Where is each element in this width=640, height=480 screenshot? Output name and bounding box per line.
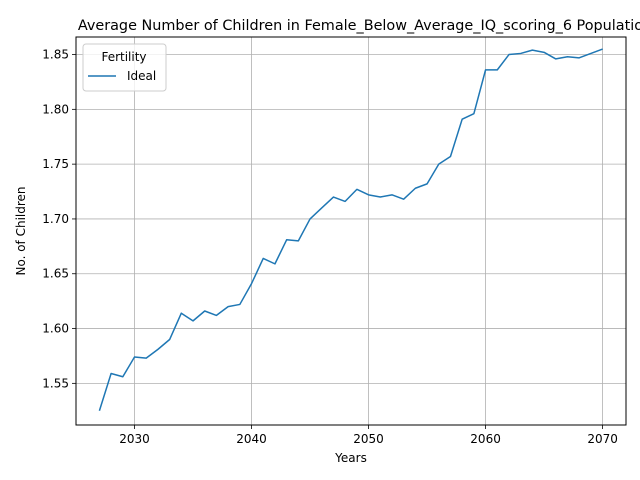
chart-title: Average Number of Children in Female_Bel… (78, 18, 640, 34)
x-tick-label: 2060 (470, 432, 501, 446)
x-axis-label: Years (334, 451, 367, 465)
series-line-ideal (98, 48, 603, 411)
y-tick-label: 1.70 (42, 212, 69, 226)
y-tick-label: 1.85 (42, 48, 69, 62)
y-axis-label: No. of Children (14, 186, 28, 275)
y-tick-label: 1.55 (42, 376, 69, 390)
legend-title: Fertility (101, 50, 146, 64)
series-layer (98, 48, 603, 411)
x-tick-label: 2040 (236, 432, 267, 446)
y-tick-label: 1.60 (42, 322, 69, 336)
x-tick-label: 2050 (353, 432, 384, 446)
legend-label-ideal: Ideal (127, 69, 156, 83)
y-tick-label: 1.80 (42, 102, 69, 116)
x-tick-label: 2030 (119, 432, 150, 446)
legend-box (82, 43, 167, 92)
x-tick-label: 2070 (587, 432, 618, 446)
y-axis-ticks: 1.55 1.60 1.65 1.70 1.75 1.80 1.85 (42, 48, 76, 390)
legend: Fertility Ideal (82, 43, 167, 92)
plot-frame (75, 36, 627, 426)
y-tick-label: 1.75 (42, 157, 69, 171)
y-tick-label: 1.65 (42, 267, 69, 281)
grid (76, 37, 626, 425)
x-axis-ticks: 2030 2040 2050 2060 2070 (119, 425, 618, 446)
